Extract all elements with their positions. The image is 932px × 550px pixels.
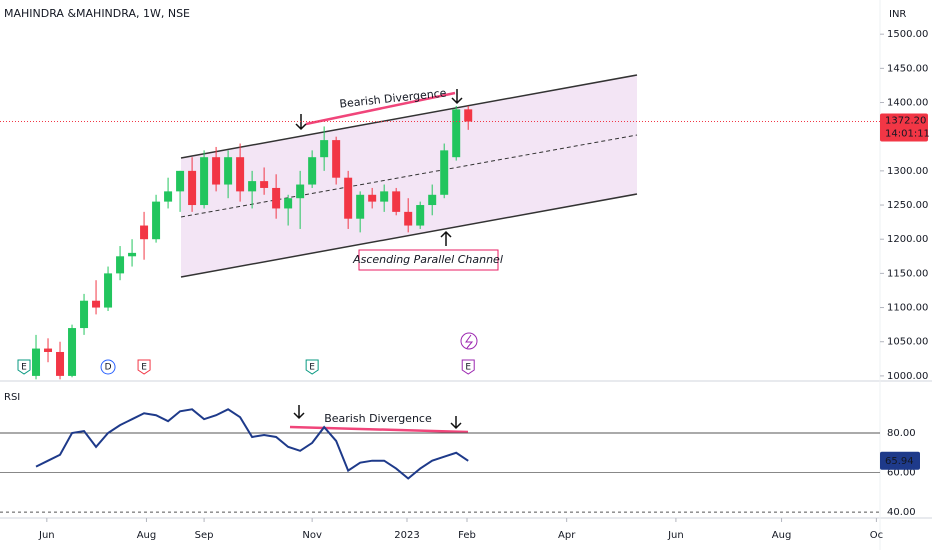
candle-body	[452, 109, 461, 158]
candle-body	[92, 300, 101, 308]
candle-body	[428, 194, 437, 206]
y-tick-label: 60.00	[887, 468, 916, 479]
event-icon	[17, 359, 31, 375]
annotation: Bearish Divergence	[324, 412, 432, 425]
candle-body	[44, 348, 53, 352]
candle-body	[152, 201, 161, 240]
channel-mid	[180, 134, 638, 218]
candle-body	[464, 109, 473, 122]
x-tick-label: Apr	[558, 530, 576, 541]
channel-top	[180, 74, 638, 159]
candle-body	[392, 191, 401, 212]
event-label: E	[309, 363, 315, 373]
event-label: E	[21, 363, 27, 373]
candle-body	[416, 205, 425, 226]
event-icon	[461, 359, 475, 375]
x-tick-label: Oc	[870, 530, 883, 541]
annotation: Ascending Parallel Channel	[352, 253, 503, 266]
event-icon	[305, 359, 319, 375]
divergence-line	[305, 91, 456, 126]
candle-body	[440, 150, 449, 195]
chart-title: MAHINDRA &MAHINDRA, 1W, NSE	[4, 7, 190, 20]
candle-body	[296, 184, 305, 199]
annotation-box	[358, 249, 499, 271]
x-tick-label: Sep	[195, 530, 214, 541]
candle-body	[68, 328, 77, 376]
candle-body	[128, 252, 137, 257]
candle-body	[284, 198, 293, 209]
x-tick-label: Jun	[667, 530, 684, 541]
x-tick-label: Jun	[38, 530, 55, 541]
candle-body	[368, 194, 377, 202]
candle-body	[32, 348, 41, 376]
candle-body	[140, 225, 149, 240]
arrows	[293, 89, 463, 430]
y-tick-label: 1150.00	[887, 268, 928, 279]
event-label: E	[141, 363, 147, 373]
candle-body	[380, 191, 389, 202]
event-label: D	[105, 363, 112, 373]
y-tick-label: 1200.00	[887, 234, 928, 245]
currency: INR	[889, 9, 906, 20]
candle-body	[404, 211, 413, 226]
y-tick-label: 40.00	[887, 507, 916, 518]
value-label: 65.94	[885, 456, 914, 467]
rsi-divergence-line	[289, 425, 469, 434]
y-tick-label: 1400.00	[887, 98, 928, 109]
candle-body	[80, 300, 89, 329]
countdown-label: 14:01:11	[885, 129, 930, 140]
y-tick-label: 80.00	[887, 428, 916, 439]
candle-body	[104, 273, 113, 308]
x-tick-label: Aug	[137, 530, 157, 541]
candle-body	[320, 140, 329, 158]
candle-body	[260, 181, 269, 188]
last-price-label: 1372.20	[885, 116, 926, 127]
channel-bottom	[180, 193, 638, 278]
candle-body	[236, 157, 245, 192]
x-tick-label: 2023	[394, 530, 419, 541]
candle-body	[308, 157, 317, 185]
y-tick-label: 1500.00	[887, 29, 928, 40]
candle-body	[272, 187, 281, 209]
y-tick-label: 1100.00	[887, 303, 928, 314]
dividend-icon	[460, 332, 478, 350]
y-tick-label: 1050.00	[887, 337, 928, 348]
x-tick-label: Feb	[458, 530, 476, 541]
pane-title: RSI	[4, 392, 20, 403]
candle-body	[344, 177, 353, 219]
value-box	[880, 451, 920, 470]
candle-body	[116, 256, 125, 274]
last-price-box	[880, 113, 928, 142]
candle-body	[200, 157, 209, 206]
candle-body	[176, 170, 185, 192]
candle-body	[224, 157, 233, 185]
event-icon	[100, 359, 116, 375]
y-tick-label: 1300.00	[887, 166, 928, 177]
rsi-line	[35, 408, 469, 480]
x-tick-label: Nov	[302, 530, 322, 541]
x-tick-label: Aug	[772, 530, 792, 541]
candle-body	[212, 157, 221, 185]
candle-body	[188, 170, 197, 206]
y-tick-label: 1250.00	[887, 200, 928, 211]
y-tick-label: 1000.00	[887, 371, 928, 382]
y-tick-label: 1450.00	[887, 63, 928, 74]
event-label: E	[465, 363, 471, 373]
candle-body	[248, 181, 257, 192]
candle-body	[356, 194, 365, 219]
event-icon	[137, 359, 151, 375]
candle-body	[164, 191, 173, 202]
candle-body	[332, 140, 341, 178]
candle-body	[56, 351, 65, 376]
